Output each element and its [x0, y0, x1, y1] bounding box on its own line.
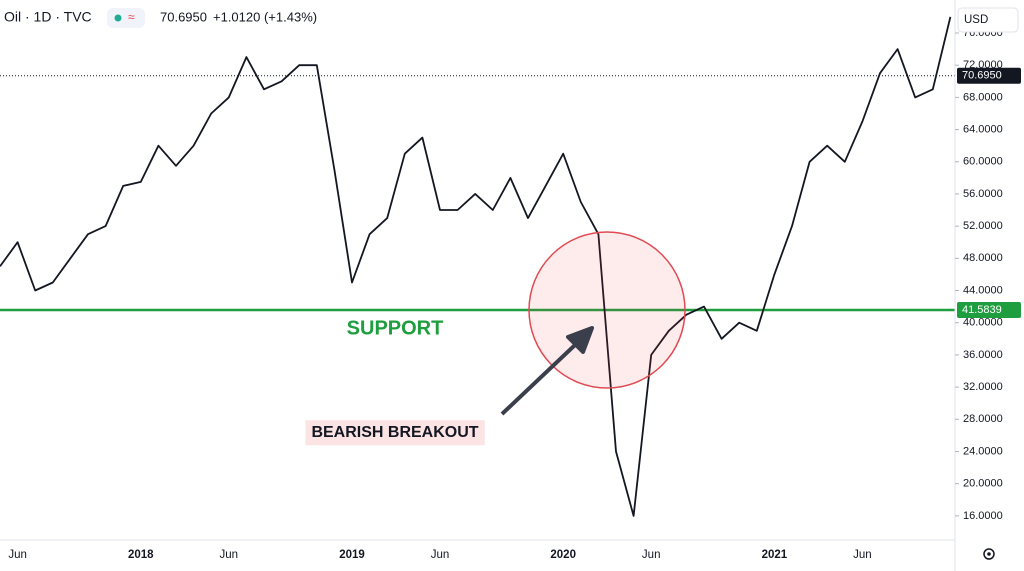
y-tick-label: 16.0000: [963, 510, 1003, 522]
y-tick-label: 52.0000: [963, 220, 1003, 232]
status-dot: [114, 14, 122, 22]
x-tick-label: 2019: [339, 549, 365, 561]
support-price-box: [957, 301, 1021, 318]
plot-area: [0, 16, 955, 517]
arrow-head: [566, 326, 594, 354]
y-tick-label: 20.0000: [963, 478, 1003, 490]
settings-icon-center: [987, 552, 991, 556]
overlay: 16.0000 20.0000 24.0000 28.0000 32.0000 36.00…: [8, 27, 1021, 561]
y-tick-label: 36.0000: [963, 349, 1003, 361]
y-tick-label: 32.0000: [963, 381, 1003, 393]
currency-label[interactable]: USD: [964, 14, 988, 26]
y-tick-label: 48.0000: [963, 252, 1003, 264]
last-price-box: [957, 67, 1021, 84]
y-tick-label: 40.0000: [963, 317, 1003, 329]
breakout-annotation: BEARISH BREAKOUT: [305, 420, 485, 446]
x-tick-label: 2021: [762, 549, 788, 561]
x-tick-label: 2020: [550, 549, 576, 561]
y-tick-label: 68.0000: [963, 91, 1003, 103]
status-badge: [107, 8, 145, 28]
y-tick-label: 24.0000: [963, 445, 1003, 457]
quote: 70.6950: [160, 9, 207, 24]
x-tick-label: Jun: [642, 549, 661, 561]
y-tick-label: 56.0000: [963, 188, 1003, 200]
currency-button[interactable]: [957, 7, 1019, 33]
x-tick-label: Jun: [8, 549, 27, 561]
symbol-title: Oil · 1D · TVC: [4, 9, 92, 25]
x-tick-label: 2018: [128, 549, 154, 561]
y-tick-label: 64.0000: [963, 123, 1003, 135]
change: +1.0120 (+1.43%): [213, 9, 317, 24]
y-tick-label: 44.0000: [963, 284, 1003, 296]
x-tick-label: Jun: [431, 549, 450, 561]
y-tick-label: 60.0000: [963, 156, 1003, 168]
x-tick-label: Jun: [220, 549, 239, 561]
support-price-label: 41.5839: [962, 304, 1002, 316]
last-price-label: 70.6950: [962, 70, 1002, 82]
breakout-annotation-text: BEARISH BREAKOUT: [311, 424, 478, 441]
x-tick-label: Jun: [853, 549, 872, 561]
support-annotation: SUPPORT: [347, 317, 444, 339]
settings-icon[interactable]: [983, 548, 995, 560]
y-tick-label: 28.0000: [963, 413, 1003, 425]
status-icon: ≈: [128, 10, 135, 24]
annotation-background: [305, 420, 485, 446]
price-line-series: [0, 16, 952, 517]
arrow-shaft: [500, 343, 577, 416]
